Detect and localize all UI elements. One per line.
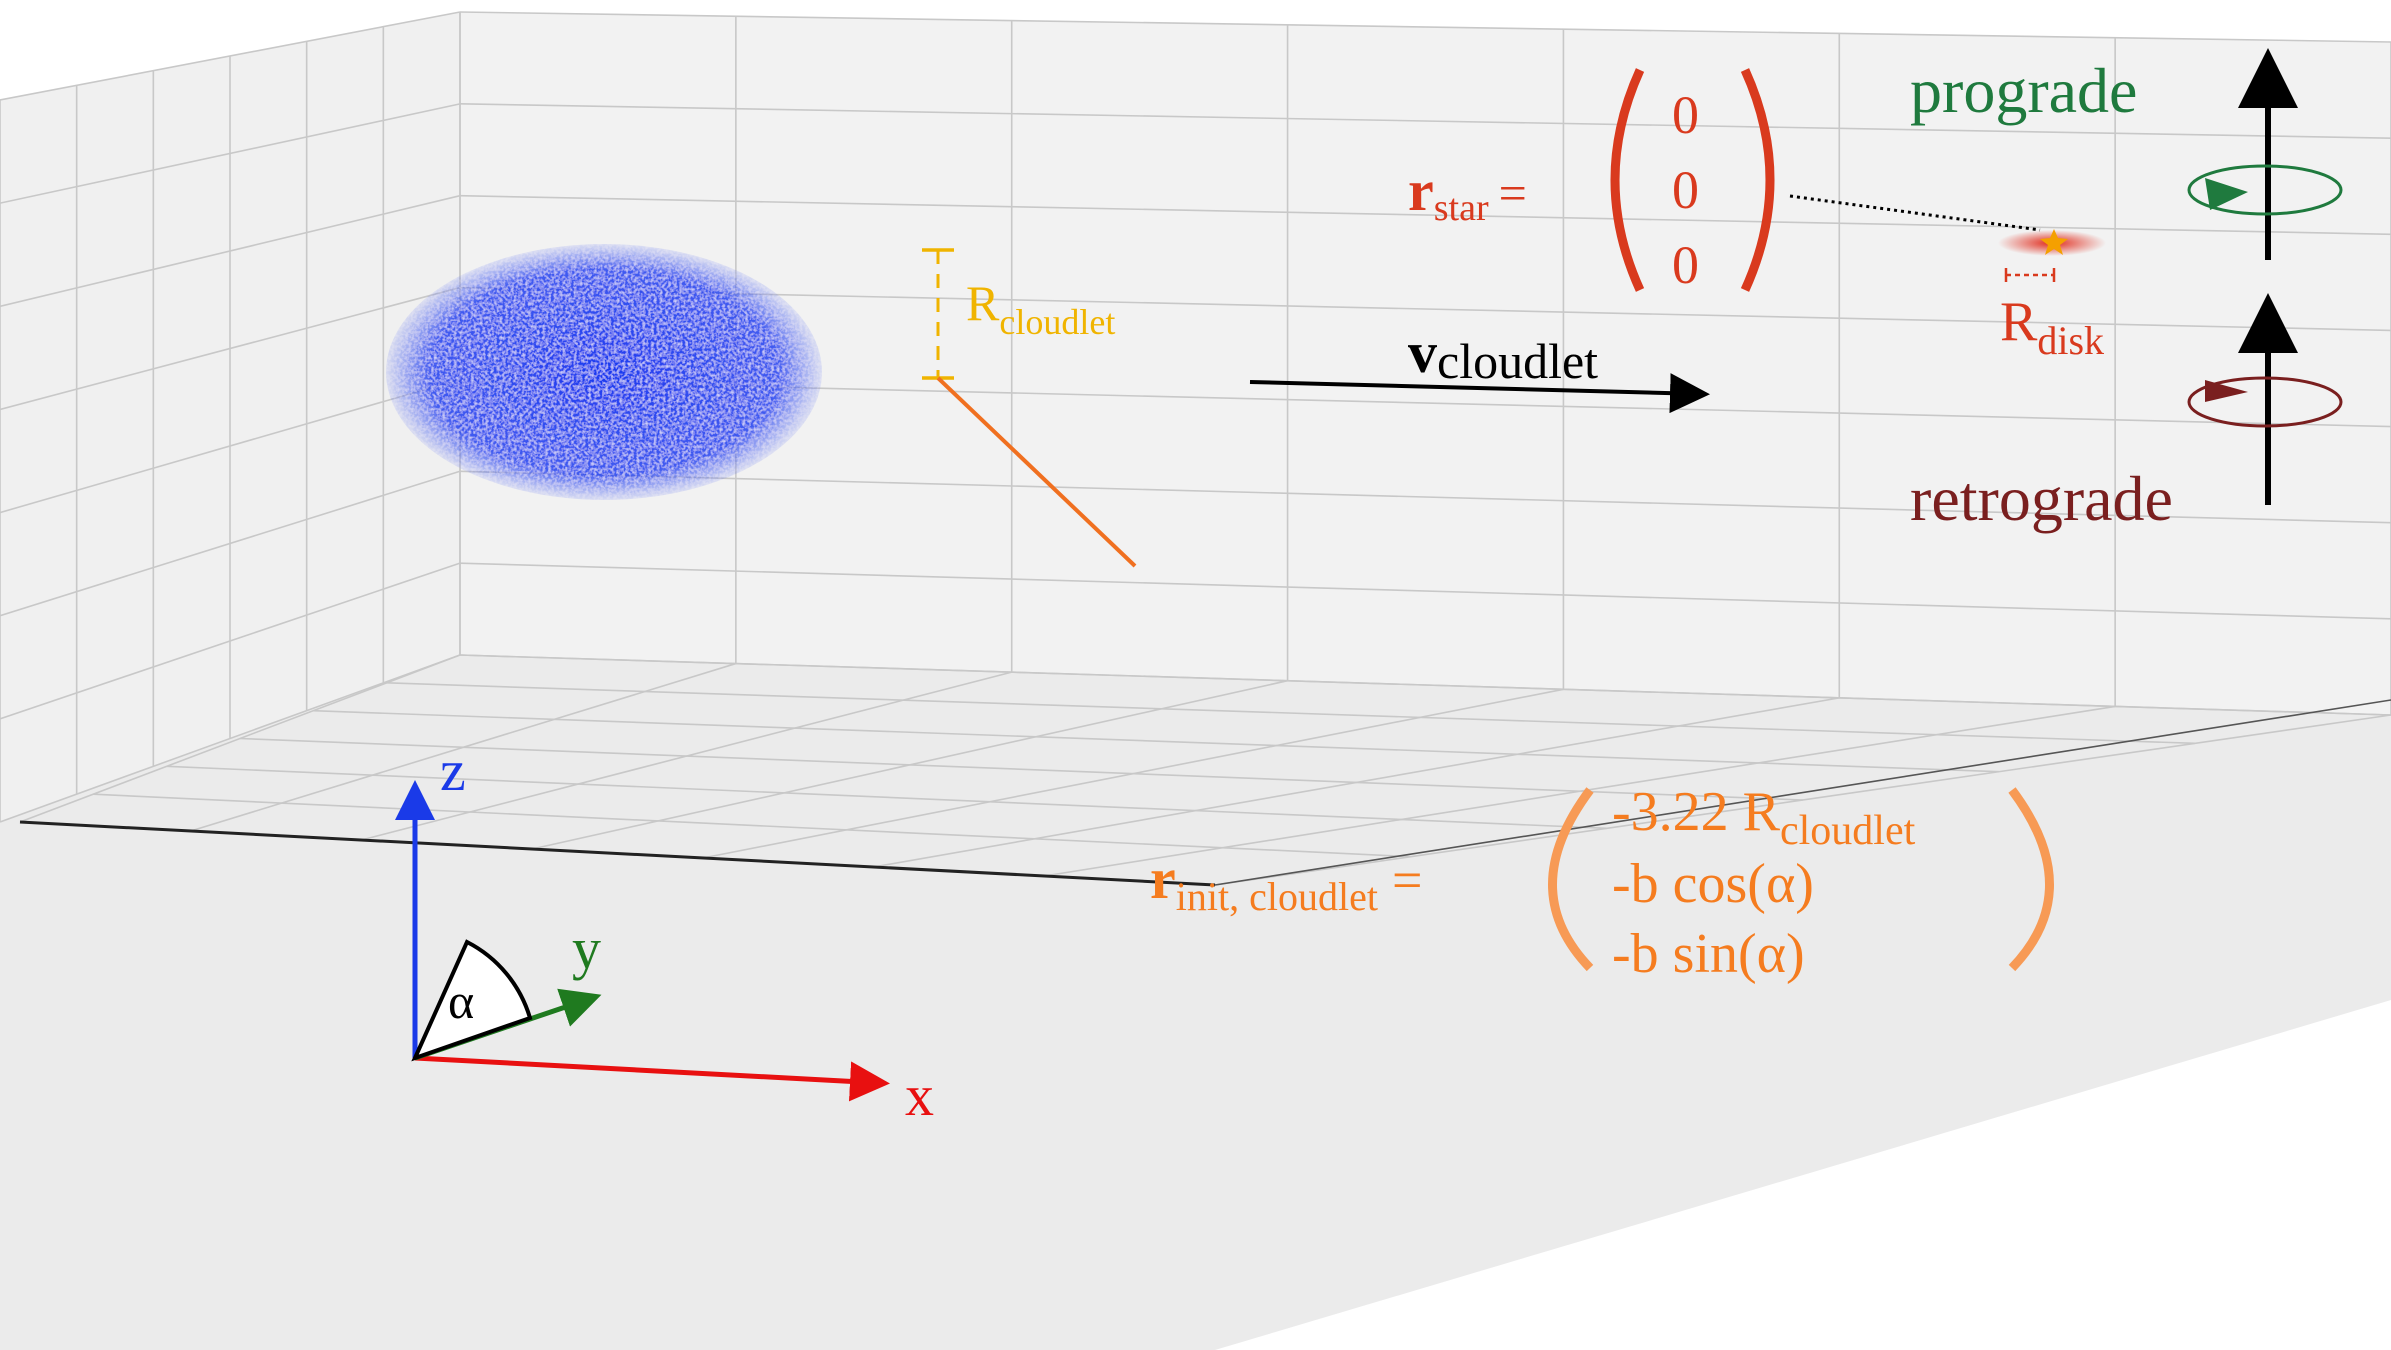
r-star-row-2: 0 [1672, 160, 1699, 220]
x-axis-label: x [905, 1063, 934, 1128]
grid-line [0, 562, 461, 720]
grid-line [93, 793, 1412, 858]
r-init-left-paren [1548, 787, 1594, 972]
x-axis [414, 1055, 890, 1102]
grid-line [313, 709, 2000, 773]
star-icon [2040, 229, 2068, 255]
rotation-arrow-icon [2187, 376, 2343, 428]
coordinate-axes [395, 780, 890, 1102]
r-init-row-1: -3.22 Rcloudlet [1612, 781, 1916, 854]
r-star-label: rstar = [1408, 158, 1527, 229]
retrograde-label: retrograde [1910, 463, 2173, 534]
grid-line [239, 737, 1804, 801]
y-axis-label: y [572, 916, 601, 981]
grid-line [459, 562, 2391, 620]
grid-line [0, 103, 461, 204]
r-init-row-2: -b cos(α) [1612, 853, 1814, 915]
grid-line [0, 11, 461, 101]
axes-panes [0, 12, 2391, 1350]
grid-line [459, 103, 2391, 139]
star-connector [1789, 194, 2041, 232]
r-star-left-paren [1610, 68, 1645, 292]
grid-line [0, 378, 461, 514]
grid-line [459, 194, 2391, 236]
r-init-label: rinit, cloudlet = [1150, 846, 1422, 919]
grid-line [459, 11, 2391, 43]
r-init-right-paren [2008, 787, 2054, 972]
front-frame-edge [19, 820, 1216, 887]
grid-line [459, 470, 2391, 524]
init-position-line [936, 376, 1137, 568]
alpha-arc [411, 939, 533, 1062]
v-cloudlet-label: vcloudlet [1408, 320, 1598, 389]
disk-radius-marker [2004, 268, 2056, 282]
alpha-label: α [448, 973, 474, 1029]
grid-line [459, 286, 2391, 332]
grid-line [386, 682, 2196, 745]
back-pane [460, 12, 2391, 715]
grid-line [166, 765, 1608, 830]
grid-line [459, 654, 2391, 716]
r-disk-label: Rdisk [2000, 291, 2104, 363]
grid-line [0, 470, 461, 617]
grid-line [0, 286, 461, 411]
r-init-row-3: -b sin(α) [1612, 923, 1805, 985]
r-cloudlet-label: Rcloudlet [966, 275, 1115, 342]
floor-pane [0, 655, 2391, 1350]
rotation-arrow-icon [2187, 164, 2343, 216]
grid-line [0, 654, 461, 823]
velocity-arrow [1249, 373, 1710, 414]
right-frame-edge [1214, 699, 2391, 886]
z-axis-label: z [440, 738, 466, 803]
r-star-right-paren [1740, 68, 1775, 292]
cloudlet [386, 244, 822, 500]
cloudlet-particles [386, 244, 822, 500]
r-star-row-1: 0 [1672, 85, 1699, 145]
prograde-label: prograde [1910, 55, 2137, 126]
r-star-row-3: 0 [1672, 235, 1699, 295]
grid-line [0, 194, 461, 308]
